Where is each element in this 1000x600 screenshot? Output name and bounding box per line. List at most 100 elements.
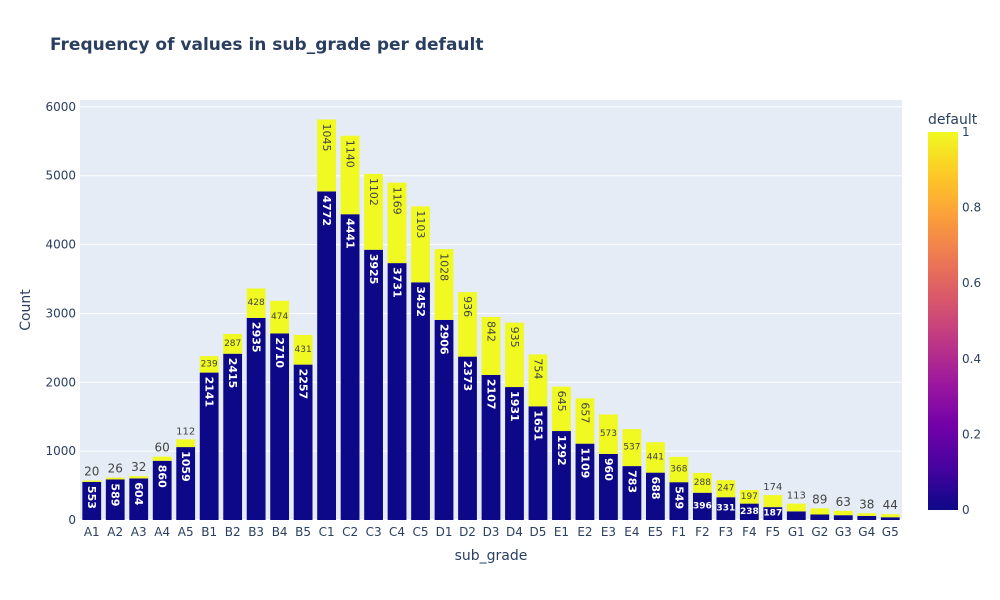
bar-label-default-1: 26 bbox=[108, 462, 123, 476]
x-tick-label: D1 bbox=[436, 525, 453, 539]
bar-default-0 bbox=[246, 317, 266, 520]
x-tick-label: B1 bbox=[201, 525, 217, 539]
bar-default-0 bbox=[763, 507, 783, 520]
bar-label-default-0: 187 bbox=[763, 509, 782, 519]
bar-default-1 bbox=[692, 472, 712, 493]
bar-label-default-1: 1140 bbox=[344, 140, 357, 168]
y-tick-label: 3000 bbox=[45, 306, 76, 320]
x-tick-label: B4 bbox=[272, 525, 288, 539]
bar-label-default-1: 247 bbox=[717, 484, 734, 494]
x-tick-label: B5 bbox=[295, 525, 311, 539]
bar-default-1 bbox=[340, 135, 360, 215]
x-tick-label: E1 bbox=[554, 525, 569, 539]
x-tick-label: G1 bbox=[788, 525, 805, 539]
bar-label-default-1: 63 bbox=[836, 495, 851, 509]
x-tick-label: F3 bbox=[719, 525, 734, 539]
x-axis-title: sub_grade bbox=[455, 548, 528, 564]
x-tick-label: D2 bbox=[459, 525, 476, 539]
x-tick-label: E2 bbox=[577, 525, 592, 539]
bar-label-default-0: 960 bbox=[602, 458, 615, 481]
bar-label-default-1: 936 bbox=[461, 296, 474, 317]
bar-default-1 bbox=[599, 414, 618, 454]
bar-label-default-1: 1045 bbox=[320, 123, 333, 151]
x-tick-label: G4 bbox=[858, 525, 875, 539]
bar-default-1 bbox=[810, 508, 830, 515]
bar-default-0 bbox=[364, 249, 383, 521]
bar-default-0 bbox=[411, 282, 430, 520]
x-tick-label: C5 bbox=[413, 525, 429, 539]
bar-default-0 bbox=[692, 492, 712, 520]
bar-default-0 bbox=[833, 515, 853, 520]
bar-default-1 bbox=[293, 334, 313, 365]
bar-default-0 bbox=[458, 356, 477, 520]
y-axis-title: Count bbox=[18, 289, 34, 331]
bar-label-default-1: 38 bbox=[859, 497, 874, 511]
bar-default-0 bbox=[105, 479, 125, 520]
bar-default-0 bbox=[857, 515, 877, 520]
x-tick-label: F1 bbox=[672, 525, 687, 539]
bar-default-1 bbox=[270, 300, 290, 334]
x-tick-label: C2 bbox=[342, 525, 358, 539]
bar-default-0 bbox=[505, 387, 524, 520]
bar-label-default-1: 537 bbox=[623, 443, 640, 453]
x-tick-label: A2 bbox=[107, 525, 123, 539]
bar-default-0 bbox=[387, 263, 407, 520]
x-tick-label: D4 bbox=[506, 525, 523, 539]
bar-label-default-0: 2373 bbox=[461, 361, 474, 392]
bar-default-0 bbox=[669, 482, 689, 520]
colorbar-tick-label: 0.2 bbox=[962, 427, 981, 441]
bar-default-1 bbox=[739, 490, 759, 504]
bar-label-default-1: 89 bbox=[812, 492, 827, 506]
bar-label-default-1: 657 bbox=[578, 402, 591, 423]
colorbar-ticks: 0 0.2 0.4 0.6 0.8 1 bbox=[962, 125, 981, 517]
x-tick-label: F4 bbox=[742, 525, 757, 539]
bar-label-default-1: 32 bbox=[131, 460, 146, 474]
bar-label-default-1: 1028 bbox=[438, 253, 451, 281]
bar-default-1 bbox=[880, 514, 900, 518]
x-tick-label: C1 bbox=[319, 525, 335, 539]
bar-label-default-0: 4441 bbox=[344, 218, 357, 249]
bar-default-1 bbox=[669, 456, 689, 483]
x-tick-label: A3 bbox=[131, 525, 147, 539]
y-tick-label: 6000 bbox=[45, 100, 76, 114]
x-tick-label: B3 bbox=[248, 525, 264, 539]
bar-label-default-1: 197 bbox=[741, 492, 758, 502]
bar-label-default-0: 2107 bbox=[485, 379, 498, 410]
bar-label-default-0: 1292 bbox=[555, 435, 568, 466]
bar-default-1 bbox=[176, 439, 196, 448]
y-axis-ticks: 0 1000 2000 3000 4000 5000 6000 bbox=[45, 100, 76, 527]
bar-label-default-0: 3452 bbox=[414, 286, 427, 317]
bar-label-default-1: 935 bbox=[508, 327, 521, 348]
bar-default-0 bbox=[880, 517, 900, 520]
bar-label-default-1: 441 bbox=[647, 452, 664, 462]
colorbar-title: default bbox=[928, 112, 978, 128]
y-tick-label: 2000 bbox=[45, 375, 76, 389]
bar-default-1 bbox=[786, 503, 806, 512]
bar-label-default-0: 549 bbox=[672, 486, 685, 509]
bar-default-0 bbox=[129, 478, 149, 520]
bar-default-0 bbox=[293, 364, 313, 520]
colorbar-tick-label: 0.4 bbox=[962, 352, 981, 366]
bar-default-0 bbox=[810, 514, 830, 520]
bar-default-0 bbox=[739, 503, 759, 520]
bar-default-1 bbox=[387, 182, 407, 264]
bars[interactable] bbox=[82, 119, 900, 521]
colorbar-tick-label: 0.8 bbox=[962, 201, 981, 215]
bar-label-default-0: 2415 bbox=[226, 358, 239, 389]
x-tick-label: D3 bbox=[483, 525, 500, 539]
x-tick-label: F2 bbox=[695, 525, 710, 539]
bar-label-default-0: 1651 bbox=[531, 410, 544, 441]
bar-label-default-0: 331 bbox=[716, 504, 735, 514]
bar-default-1 bbox=[82, 480, 102, 482]
bar-default-0 bbox=[599, 453, 618, 520]
bar-default-0 bbox=[317, 191, 336, 520]
chart-title: Frequency of values in sub_grade per def… bbox=[50, 35, 483, 55]
x-tick-label: A1 bbox=[84, 525, 100, 539]
x-axis-ticks: A1 A2 A3 A4 A5 B1 B2 B3 B4 B5 C1 C2 C3 C4 C5 D1 D2 D3 D4 D5… bbox=[84, 525, 899, 539]
bar-label-default-1: 1103 bbox=[414, 210, 427, 238]
bar-default-0 bbox=[152, 460, 172, 520]
bar-default-1 bbox=[246, 288, 266, 318]
x-tick-label: A5 bbox=[178, 525, 194, 539]
bar-default-1 bbox=[857, 513, 877, 516]
